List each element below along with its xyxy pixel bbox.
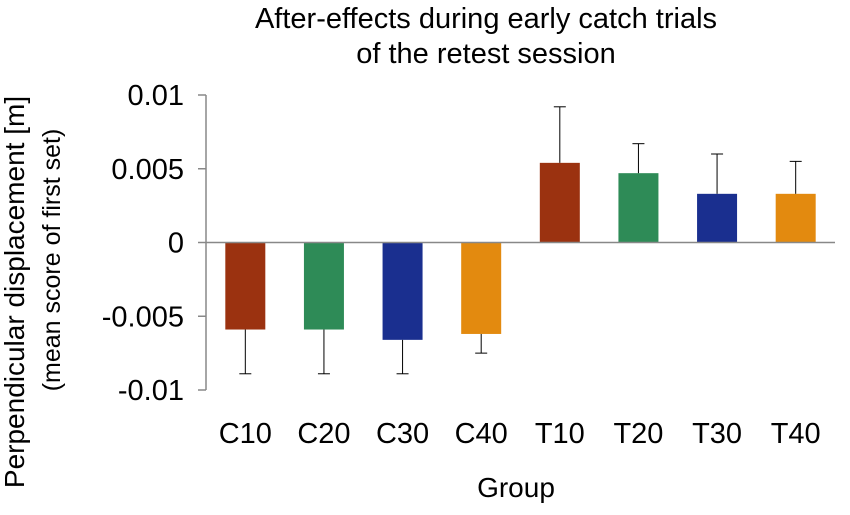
x-tick-labels: C10 C20 C30 C40 T10 T20 T30 T40 <box>219 418 821 450</box>
y-axis: 0.01 0.005 0 -0.005 -0.01 <box>102 80 207 407</box>
x-tick-label: T40 <box>771 418 821 450</box>
bar-C30 <box>382 242 423 340</box>
x-tick-label: C40 <box>455 418 508 450</box>
x-tick-label: C20 <box>297 418 350 450</box>
x-tick-label: T30 <box>692 418 742 450</box>
x-tick-label: C30 <box>376 418 429 450</box>
chart-title-line-2: of the retest session <box>356 38 616 70</box>
error-bars <box>239 106 802 375</box>
bar-T20 <box>618 173 659 243</box>
y-tick-label: 0.005 <box>111 154 184 186</box>
y-tick-label: -0.005 <box>102 301 184 333</box>
x-axis-title: Group <box>477 472 555 503</box>
bar-T40 <box>775 193 816 243</box>
bars <box>225 162 816 340</box>
x-tick-label: T10 <box>535 418 585 450</box>
chart-title-line-1: After-effects during early catch trials <box>255 3 717 35</box>
x-tick-label: C10 <box>219 418 272 450</box>
y-tick-label: 0 <box>168 228 184 260</box>
bar-C20 <box>303 242 344 330</box>
bar-T30 <box>697 193 738 243</box>
x-tick-label: T20 <box>613 418 663 450</box>
y-axis-title-line-2: (mean score of first set) <box>38 129 66 392</box>
bar-C40 <box>461 242 502 334</box>
bar-C10 <box>225 242 266 330</box>
y-tick-label: -0.01 <box>118 375 184 407</box>
y-axis-title-line-1: Perpendicular displacement [m] <box>0 96 30 488</box>
y-tick-label: 0.01 <box>128 80 184 112</box>
bar-T10 <box>539 162 580 243</box>
